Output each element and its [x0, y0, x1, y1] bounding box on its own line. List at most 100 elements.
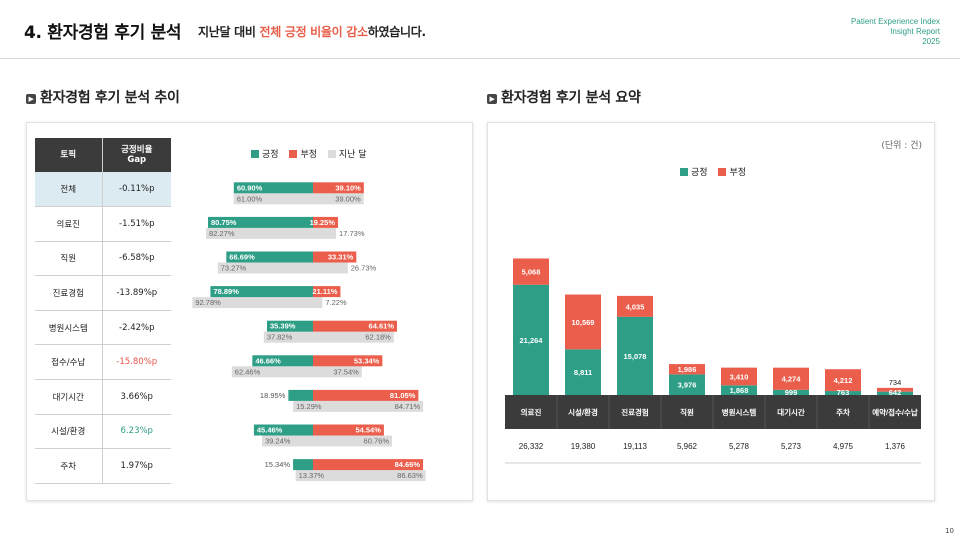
- negative-label: 4,035: [626, 302, 645, 311]
- prev-positive-label: 73.27%: [221, 264, 247, 273]
- topic-gap-table: 토픽 긍정비율 Gap 전체 -0.11%p 의료진 -1.51%p 직원 -6.58%p 진…: [35, 138, 171, 484]
- negative-label: 81.05%: [390, 391, 416, 400]
- summary-legend: 긍정 부정: [680, 165, 746, 178]
- prev-positive-bar: [295, 470, 313, 482]
- positive-bar: [293, 459, 313, 471]
- category-label: 병원시스템: [722, 407, 757, 417]
- positive-bar: [253, 424, 313, 436]
- gap-cell: 6.23%p: [102, 414, 171, 450]
- gap-cell: -2.42%p: [102, 310, 171, 346]
- brand-line-2: Insight Report: [890, 27, 940, 36]
- trend-panel: 토픽 긍정비율 Gap 전체 -0.11%p 의료진 -1.51%p 직원 -6.58%p 진…: [26, 122, 473, 501]
- positive-label: 78.89%: [213, 287, 239, 296]
- negative-bar: [313, 286, 341, 298]
- prev-negative-bar: [313, 297, 323, 309]
- category-label: 예약/접수/수납: [872, 407, 918, 417]
- table-row: 진료경험 -13.89%p: [35, 275, 171, 311]
- category-label: 의료진: [521, 407, 542, 417]
- gap-cell: -6.58%p: [102, 241, 171, 277]
- brand-line-3: 2025: [922, 37, 940, 46]
- topic-cell: 의료진: [35, 206, 103, 242]
- positive-label: 60.90%: [237, 183, 263, 192]
- prev-negative-label: 60.76%: [364, 437, 390, 446]
- positive-label: 46.66%: [255, 356, 281, 365]
- prev-positive-label: 62.46%: [235, 367, 261, 376]
- subtitle-suffix: 하였습니다.: [367, 25, 426, 39]
- total-label: 5,278: [729, 442, 750, 451]
- gap-cell: -0.11%p: [102, 172, 171, 208]
- table-row: 주차 1.97%p: [35, 448, 171, 484]
- negative-bar: [313, 355, 383, 367]
- positive-label: 8,811: [574, 368, 592, 377]
- section-marker-icon: ▶: [487, 94, 497, 104]
- prev-negative-bar: [313, 193, 364, 205]
- negative-label: 5,068: [522, 268, 541, 277]
- positive-bar: [721, 385, 757, 395]
- col-gap-header-line2: Gap: [127, 155, 147, 165]
- negative-label: 10,569: [572, 318, 595, 327]
- prev-positive-bar: [217, 262, 313, 274]
- prev-positive-bar: [233, 193, 313, 205]
- prev-positive-label: 39.24%: [265, 437, 291, 446]
- unit-note: (단위 : 건): [881, 141, 922, 151]
- category-label: 주차: [836, 407, 850, 417]
- negative-bar: [721, 367, 757, 386]
- prev-positive-label: 61.00%: [237, 194, 263, 203]
- col-topic-header: 토픽: [35, 138, 103, 172]
- prev-positive-bar: [192, 297, 313, 309]
- prev-negative-label: 39.00%: [335, 194, 361, 203]
- category-label: 대기시간: [777, 407, 805, 417]
- gap-cell: -13.89%p: [102, 275, 171, 311]
- negative-label: 4,212: [834, 376, 853, 385]
- prev-negative-bar: [313, 262, 348, 274]
- legend-swatch-negative: [289, 150, 298, 158]
- positive-bar: [252, 355, 313, 367]
- positive-bar: [565, 349, 601, 395]
- table-row: 전체 -0.11%p: [35, 172, 171, 208]
- negative-bar: [877, 387, 913, 392]
- positive-label: 18.95%: [260, 391, 286, 400]
- subtitle-highlight: 전체 긍정 비율이 감소: [259, 25, 368, 39]
- subtitle-prefix: 지난달 대비: [198, 25, 260, 39]
- negative-label: 1,986: [678, 365, 697, 374]
- positive-bar: [233, 182, 313, 194]
- topic-cell: 접수/수납: [35, 344, 103, 381]
- positive-label: 763: [837, 388, 850, 397]
- prev-positive-bar: [293, 400, 313, 412]
- prev-positive-label: 15.29%: [296, 402, 322, 411]
- negative-bar: [617, 295, 653, 317]
- negative-label: 3,410: [730, 372, 749, 381]
- negative-bar: [313, 251, 357, 263]
- table-row: 대기시간 3.66%p: [35, 379, 171, 415]
- positive-bar: [877, 391, 913, 395]
- prev-negative-label: 7.22%: [325, 298, 347, 307]
- header-divider: [0, 58, 960, 59]
- negative-label: 21.11%: [312, 287, 337, 296]
- positive-bar: [773, 389, 809, 395]
- positive-label: 45.46%: [257, 426, 283, 435]
- negative-label: 4,274: [782, 375, 802, 384]
- page-subtitle: 지난달 대비 전체 긍정 비율이 감소하였습니다.: [198, 23, 426, 40]
- negative-label: 734: [889, 378, 902, 387]
- col-gap-header: 긍정비율 Gap: [102, 138, 171, 172]
- prev-negative-label: 37.54%: [333, 367, 359, 376]
- positive-bar: [288, 389, 313, 401]
- negative-label: 33.31%: [328, 253, 354, 262]
- legend-label-negative: 부정: [729, 168, 746, 178]
- page-number: 10: [945, 527, 954, 535]
- positive-bar: [513, 284, 549, 395]
- topic-cell: 전체: [35, 172, 103, 208]
- positive-bar: [617, 316, 653, 395]
- legend-swatch-negative: [718, 168, 727, 176]
- topic-cell: 시설/환경: [35, 414, 103, 450]
- section-marker-icon: ▶: [26, 94, 36, 104]
- positive-label: 21,264: [520, 336, 544, 345]
- category-label: 시설/환경: [568, 407, 598, 417]
- positive-label: 80.75%: [211, 218, 237, 227]
- total-label: 4,975: [833, 442, 854, 451]
- gap-cell: -15.80%p: [102, 344, 171, 381]
- prev-negative-label: 62.18%: [365, 333, 391, 342]
- negative-label: 53.34%: [354, 356, 380, 365]
- prev-negative-label: 17.73%: [339, 229, 365, 238]
- legend-swatch-positive: [251, 150, 259, 158]
